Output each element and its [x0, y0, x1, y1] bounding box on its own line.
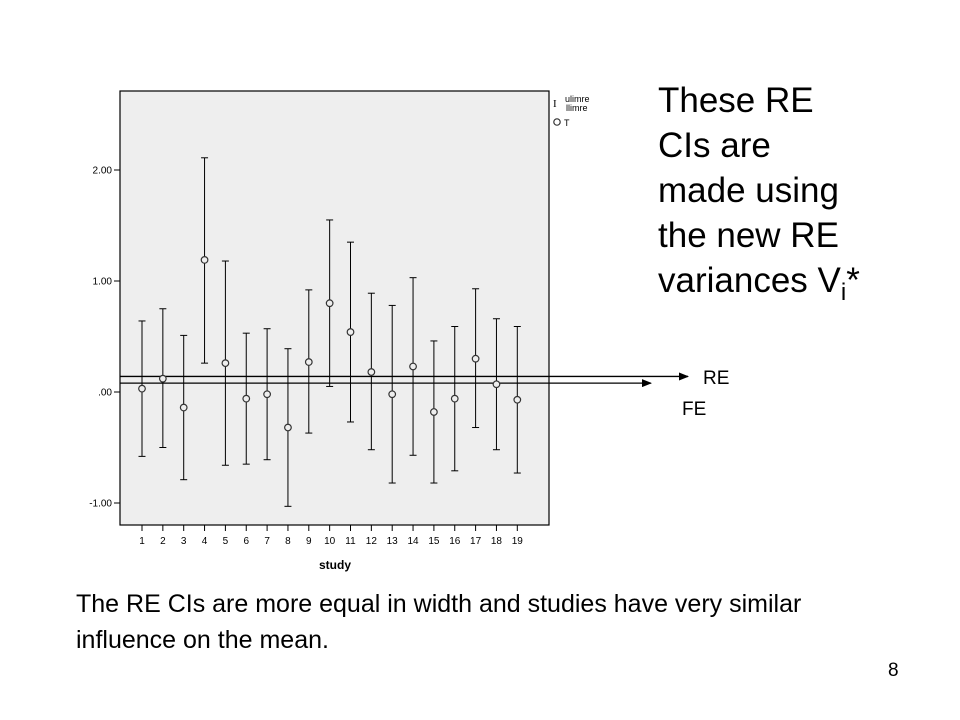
- y-tick-label: 2.00: [93, 166, 113, 177]
- plot-area: [119, 90, 550, 526]
- side-note-last-text: variances V: [658, 261, 841, 300]
- point-estimate-5: [221, 359, 230, 368]
- page-number: 8: [888, 660, 899, 681]
- legend-entry-t: T: [564, 118, 570, 128]
- x-tick-label: 5: [223, 536, 229, 547]
- y-tick-label: .00: [98, 388, 112, 399]
- point-estimate-15: [430, 408, 438, 416]
- legend-errorbar-symbol: I: [553, 98, 557, 110]
- point-estimate-2: [158, 374, 167, 383]
- point-estimate-6: [242, 394, 251, 403]
- point-estimate-17: [471, 354, 480, 363]
- fe-label: FE: [682, 399, 707, 420]
- point-estimate-9: [304, 358, 313, 366]
- side-note: These RE CIs are made using the new RE v…: [658, 78, 918, 315]
- y-tick-label: 1.00: [93, 277, 113, 288]
- point-estimate-8: [284, 423, 292, 432]
- side-note-line: CIs are: [658, 126, 771, 165]
- caption: The RE CIs are more equal in width and s…: [76, 590, 802, 654]
- x-tick-label: 6: [243, 536, 249, 547]
- x-tick-label: 11: [345, 536, 356, 547]
- legend-entry-llimre: llimre: [566, 103, 588, 113]
- side-note-subscript: i: [840, 279, 847, 306]
- x-tick-label: 17: [470, 536, 482, 547]
- legend-marker-t: [553, 118, 561, 126]
- x-tick-label: 2: [160, 536, 166, 547]
- point-estimate-13: [388, 390, 397, 399]
- point-estimate-7: [263, 390, 272, 399]
- x-tick-label: 3: [181, 536, 187, 547]
- side-note-line: variances Vi*: [658, 258, 918, 315]
- x-tick-label: 12: [366, 536, 378, 547]
- x-tick-label: 9: [306, 536, 312, 547]
- point-estimate-18: [492, 380, 501, 389]
- point-estimate-4: [200, 256, 209, 264]
- x-tick-label: 19: [512, 536, 524, 547]
- point-estimate-19: [513, 395, 522, 404]
- x-tick-label: 1: [139, 536, 145, 547]
- side-note-line: made using: [658, 171, 839, 210]
- x-tick-label: 14: [407, 536, 419, 547]
- re-label: RE: [703, 368, 730, 389]
- point-estimate-14: [409, 362, 417, 371]
- side-note-line: These RE: [658, 81, 814, 120]
- point-estimate-11: [346, 328, 355, 336]
- point-estimate-16: [450, 394, 459, 403]
- legend-entry-ulimre: ulimre: [565, 94, 590, 104]
- x-axis-title: study: [319, 558, 351, 572]
- side-note-star: *: [846, 261, 860, 300]
- point-estimate-1: [138, 384, 146, 393]
- legend: I ulimre llimre T: [553, 94, 590, 128]
- y-tick-label: -1.00: [89, 499, 112, 510]
- point-estimate-3: [179, 403, 188, 412]
- x-tick-label: 18: [491, 536, 503, 547]
- point-estimate-12: [367, 368, 376, 376]
- x-tick-label: 7: [264, 536, 270, 547]
- x-tick-label: 4: [202, 536, 208, 547]
- x-tick-label: 10: [324, 536, 336, 547]
- side-note-line: the new RE: [658, 216, 839, 255]
- x-tick-label: 13: [387, 536, 399, 547]
- point-estimate-10: [325, 299, 334, 308]
- x-tick-label: 16: [449, 536, 461, 547]
- x-tick-label: 8: [285, 536, 291, 547]
- x-tick-label: 15: [428, 536, 440, 547]
